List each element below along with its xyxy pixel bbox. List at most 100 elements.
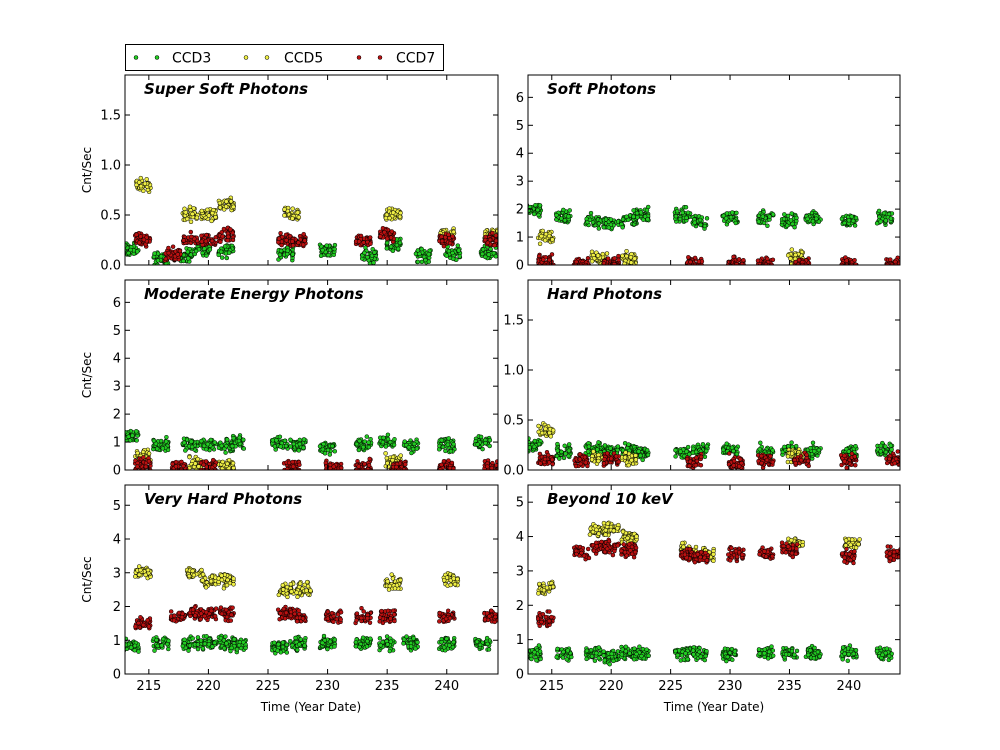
point-ccd5 <box>213 214 218 220</box>
point-ccd3 <box>154 637 159 643</box>
point-ccd7 <box>203 238 209 244</box>
point-ccd3 <box>381 435 386 441</box>
point-ccd5 <box>199 208 205 214</box>
point-ccd7 <box>545 452 551 458</box>
point-ccd5 <box>622 261 627 265</box>
point-ccd3 <box>636 449 641 454</box>
point-ccd3 <box>297 642 302 647</box>
point-ccd7 <box>482 237 488 243</box>
point-ccd3 <box>487 437 493 443</box>
point-ccd3 <box>812 449 817 454</box>
point-ccd3 <box>155 643 160 649</box>
point-ccd3 <box>673 213 679 219</box>
point-ccd5 <box>629 458 634 463</box>
point-ccd3 <box>199 438 204 444</box>
point-ccd7 <box>616 253 621 259</box>
point-ccd7 <box>616 257 621 263</box>
point-ccd3 <box>448 448 454 454</box>
point-ccd5 <box>135 450 140 456</box>
y-tick-label: 1.0 <box>100 159 121 174</box>
point-ccd3 <box>585 449 591 454</box>
point-ccd3 <box>488 246 493 252</box>
point-ccd3 <box>678 449 683 454</box>
y-tick-label: 2 <box>516 203 524 218</box>
point-ccd7 <box>362 461 367 467</box>
point-ccd3 <box>224 641 229 646</box>
point-ccd3 <box>608 446 613 451</box>
y-tick-label: 0.0 <box>100 259 121 274</box>
point-ccd7 <box>895 449 900 454</box>
point-ccd5 <box>209 218 214 224</box>
point-ccd3 <box>354 441 360 447</box>
point-ccd3 <box>444 253 449 258</box>
point-ccd3 <box>491 251 497 256</box>
point-ccd3 <box>765 223 770 229</box>
y-tick-label: 1.0 <box>503 364 524 379</box>
point-ccd7 <box>276 236 282 241</box>
point-ccd3 <box>219 255 225 260</box>
point-ccd3 <box>369 253 375 259</box>
point-ccd3 <box>332 246 337 252</box>
point-ccd7 <box>449 460 455 466</box>
point-ccd3 <box>760 214 766 219</box>
point-ccd7 <box>447 240 453 246</box>
point-ccd3 <box>236 642 242 648</box>
point-ccd3 <box>419 246 424 252</box>
point-ccd3 <box>356 447 362 453</box>
point-ccd3 <box>889 447 894 452</box>
point-ccd3 <box>810 440 816 446</box>
point-ccd3 <box>229 645 234 651</box>
point-ccd7 <box>485 240 491 246</box>
point-ccd3 <box>126 434 131 439</box>
point-ccd3 <box>371 260 376 265</box>
point-ccd3 <box>638 453 643 458</box>
point-ccd3 <box>487 443 492 449</box>
point-ccd3 <box>566 448 572 453</box>
point-ccd3 <box>640 457 645 463</box>
point-ccd3 <box>415 248 421 253</box>
point-ccd3 <box>284 642 290 648</box>
point-ccd3 <box>204 634 209 639</box>
point-ccd3 <box>680 210 685 215</box>
point-ccd5 <box>628 255 634 260</box>
data-points <box>125 175 498 265</box>
point-ccd7 <box>143 464 149 469</box>
point-ccd7 <box>759 453 764 459</box>
point-ccd7 <box>141 455 146 460</box>
point-ccd7 <box>284 467 290 470</box>
point-ccd3 <box>566 214 571 219</box>
point-ccd3 <box>793 443 799 449</box>
point-ccd5 <box>134 182 139 188</box>
y-tick-label: 1 <box>113 436 121 451</box>
point-ccd5 <box>398 210 403 216</box>
point-ccd7 <box>438 467 443 470</box>
point-ccd7 <box>494 459 498 464</box>
point-ccd7 <box>842 459 847 464</box>
point-ccd3 <box>685 444 691 450</box>
point-ccd3 <box>532 444 537 450</box>
point-ccd3 <box>280 640 286 645</box>
point-ccd3 <box>601 225 607 230</box>
point-ccd5 <box>623 450 628 455</box>
point-ccd3 <box>332 644 337 649</box>
point-ccd3 <box>881 210 887 216</box>
point-ccd5 <box>624 248 629 254</box>
point-ccd3 <box>332 242 338 248</box>
point-ccd7 <box>443 235 448 240</box>
point-ccd3 <box>734 451 740 457</box>
point-ccd5 <box>193 461 198 466</box>
point-ccd7 <box>755 258 761 263</box>
plot-frame <box>124 279 499 471</box>
point-ccd3 <box>557 456 562 461</box>
point-ccd3 <box>325 447 331 453</box>
y-tick-label: 5 <box>516 119 524 134</box>
point-ccd3 <box>842 220 847 226</box>
legend: CCD3 CCD5 CCD7 <box>125 44 444 71</box>
point-ccd7 <box>806 463 811 469</box>
point-ccd3 <box>223 450 228 455</box>
point-ccd3 <box>183 448 188 453</box>
point-ccd3 <box>163 439 169 444</box>
point-ccd7 <box>793 460 798 466</box>
